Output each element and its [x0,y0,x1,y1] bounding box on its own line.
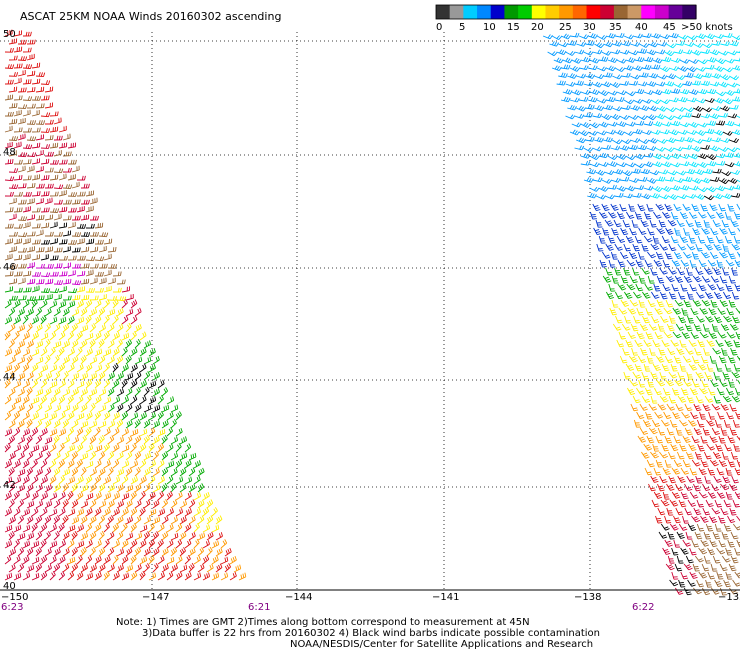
lon-label-147: −147 [142,592,169,603]
color-bar-segment [477,5,492,19]
color-bar-segment [586,5,601,19]
note-line-3: NOAA/NESDIS/Center for Satellite Applica… [290,639,593,650]
color-bar-tick-label: 15 [507,22,520,33]
color-bar-tick-label: 40 [635,22,648,33]
color-bar-segment [600,5,615,19]
color-bar-segment [545,5,560,19]
wind-barbs [4,29,740,596]
color-bar-tick-label: 30 [583,22,596,33]
color-bar-segment [518,5,533,19]
lat-label-48: 48 [3,147,16,158]
time-label-2: 6:21 [248,602,270,613]
color-bar-tick-label: 10 [483,22,496,33]
lon-label-141: −141 [432,592,459,603]
color-bar-segment [641,5,656,19]
lat-label-42: 42 [3,480,16,491]
color-bar-segment [449,5,464,19]
color-bar-segment [627,5,642,19]
color-bar [435,4,697,20]
color-bar-segment [531,5,547,19]
time-label-3: 6:22 [632,602,654,613]
color-bar-tick-label: 0 [436,22,442,33]
lon-label-144: −144 [285,592,312,603]
color-bar-segment [436,5,451,19]
lon-label-150: −150 [1,592,28,603]
color-bar-tick-label: 20 [531,22,544,33]
color-bar-segment [504,5,519,19]
note-line-1: Note: 1) Times are GMT 2)Times along bot… [116,617,530,628]
color-bar-ticks: 0 5 10 15 20 25 30 35 40 45 >50 knots [436,22,733,33]
lat-label-46: 46 [3,262,16,273]
color-bar-tick-label: 35 [609,22,622,33]
color-bar-tick-label: 25 [559,22,572,33]
lon-label-138: −138 [574,592,601,603]
color-bar-segment [572,5,588,19]
lat-label-40: 40 [3,581,16,592]
color-bar-segment [613,5,629,19]
color-bar-segment [668,5,683,19]
color-bar-tick-label: 45 [663,22,676,33]
color-bar-tick-label: 5 [459,22,465,33]
color-bar-segment [490,5,506,19]
color-bar-segment [654,5,670,19]
lat-label-44: 44 [3,372,16,383]
color-bar-segment [682,5,697,19]
lon-label-135: −135 [718,592,740,603]
color-bar-segment [559,5,574,19]
color-bar-segment [463,5,478,19]
note-line-2: 3)Data buffer is 22 hrs from 20160302 4)… [142,628,600,639]
time-label-1: 6:23 [1,602,23,613]
color-bar-tick-label: >50 knots [681,22,733,33]
map-title: ASCAT 25KM NOAA Winds 20160302 ascending [20,10,281,23]
lat-label-50: 50 [3,29,16,40]
